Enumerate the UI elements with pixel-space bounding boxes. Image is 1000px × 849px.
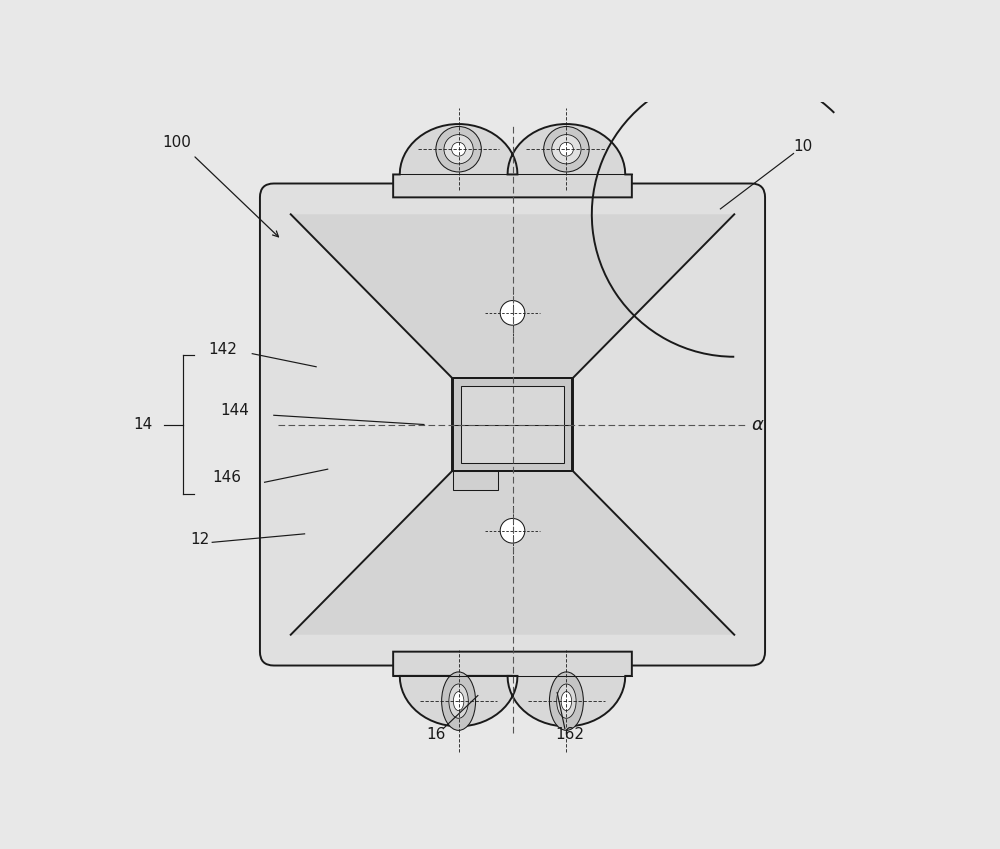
Ellipse shape — [557, 684, 576, 718]
FancyBboxPatch shape — [260, 183, 765, 666]
Circle shape — [444, 135, 473, 164]
Bar — [453, 379, 572, 470]
Text: 162: 162 — [555, 727, 584, 742]
Bar — [453, 470, 498, 490]
Bar — [461, 386, 564, 463]
Ellipse shape — [549, 672, 583, 730]
Circle shape — [500, 301, 525, 325]
Polygon shape — [393, 124, 632, 197]
Circle shape — [436, 127, 481, 172]
Text: 16: 16 — [426, 727, 446, 742]
Circle shape — [559, 143, 573, 156]
Text: 100: 100 — [162, 135, 191, 150]
Text: 144: 144 — [220, 403, 249, 419]
Circle shape — [500, 519, 525, 543]
Ellipse shape — [453, 692, 464, 711]
Polygon shape — [291, 214, 734, 379]
Text: 146: 146 — [212, 470, 241, 486]
Polygon shape — [291, 470, 734, 635]
Text: α: α — [751, 415, 763, 434]
Text: 14: 14 — [134, 417, 153, 432]
Text: 12: 12 — [191, 531, 210, 547]
Circle shape — [544, 127, 589, 172]
Ellipse shape — [449, 684, 468, 718]
Ellipse shape — [442, 672, 476, 730]
Circle shape — [552, 135, 581, 164]
Ellipse shape — [561, 692, 572, 711]
Text: 142: 142 — [208, 341, 237, 357]
Text: 10: 10 — [794, 139, 813, 155]
Circle shape — [452, 143, 466, 156]
Polygon shape — [393, 652, 632, 726]
